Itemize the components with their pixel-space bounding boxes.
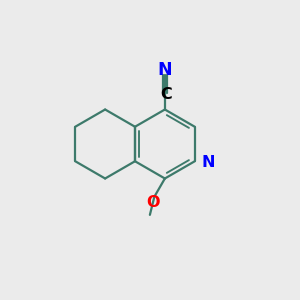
Text: O: O bbox=[146, 195, 160, 210]
Text: N: N bbox=[201, 155, 215, 170]
Text: C: C bbox=[160, 87, 172, 102]
Text: N: N bbox=[158, 61, 172, 79]
